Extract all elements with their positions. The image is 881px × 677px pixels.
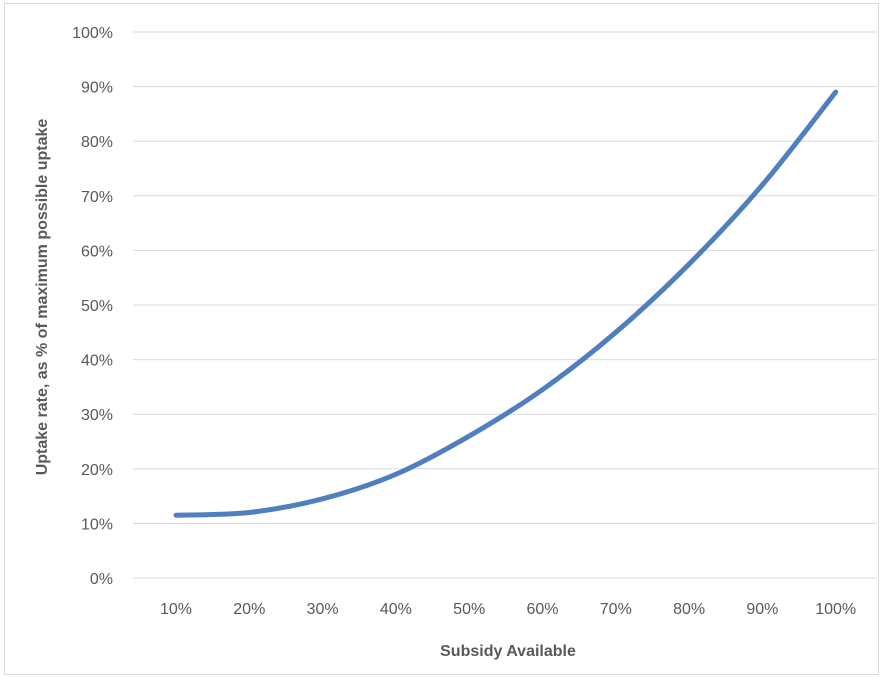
y-axis-title: Uptake rate, as % of maximum possible up… [34,119,51,476]
y-tick-label: 10% [81,516,113,533]
y-tick-label: 20% [81,462,113,479]
x-tick-label: 30% [307,601,339,618]
x-tick-label: 40% [380,601,412,618]
x-tick-label: 100% [815,601,856,618]
x-axis-ticks: 10% 20% 30% 40% 50% 60% 70% 80% 90% 100% [160,601,856,618]
x-tick-label: 70% [600,601,632,618]
x-axis-title: Subsidy Available [440,643,576,660]
series-line [173,89,839,518]
x-tick-label: 60% [526,601,558,618]
y-tick-label: 0% [90,571,113,588]
y-tick-label: 100% [72,25,113,42]
y-tick-label: 80% [81,134,113,151]
y-tick-label: 70% [81,189,113,206]
y-axis-ticks: 0% 10% 20% 30% 40% 50% 60% 70% 80% 90% 100% [72,25,113,588]
y-tick-label: 30% [81,407,113,424]
chart-area [4,3,879,675]
x-tick-label: 80% [673,601,705,618]
x-tick-label: 20% [233,601,265,618]
y-tick-label: 40% [81,353,113,370]
y-tick-label: 50% [81,298,113,315]
y-tick-label: 90% [81,80,113,97]
x-tick-label: 90% [746,601,778,618]
x-tick-label: 50% [453,601,485,618]
gridlines [133,31,877,579]
y-tick-label: 60% [81,243,113,260]
x-tick-label: 10% [160,601,192,618]
series-layer [173,89,839,518]
